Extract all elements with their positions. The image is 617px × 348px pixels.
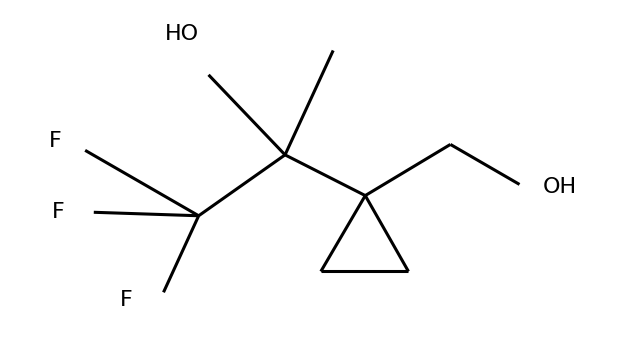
Text: F: F bbox=[49, 131, 62, 151]
Text: F: F bbox=[120, 290, 133, 310]
Text: HO: HO bbox=[165, 24, 199, 44]
Text: OH: OH bbox=[543, 177, 578, 197]
Text: F: F bbox=[52, 202, 65, 222]
